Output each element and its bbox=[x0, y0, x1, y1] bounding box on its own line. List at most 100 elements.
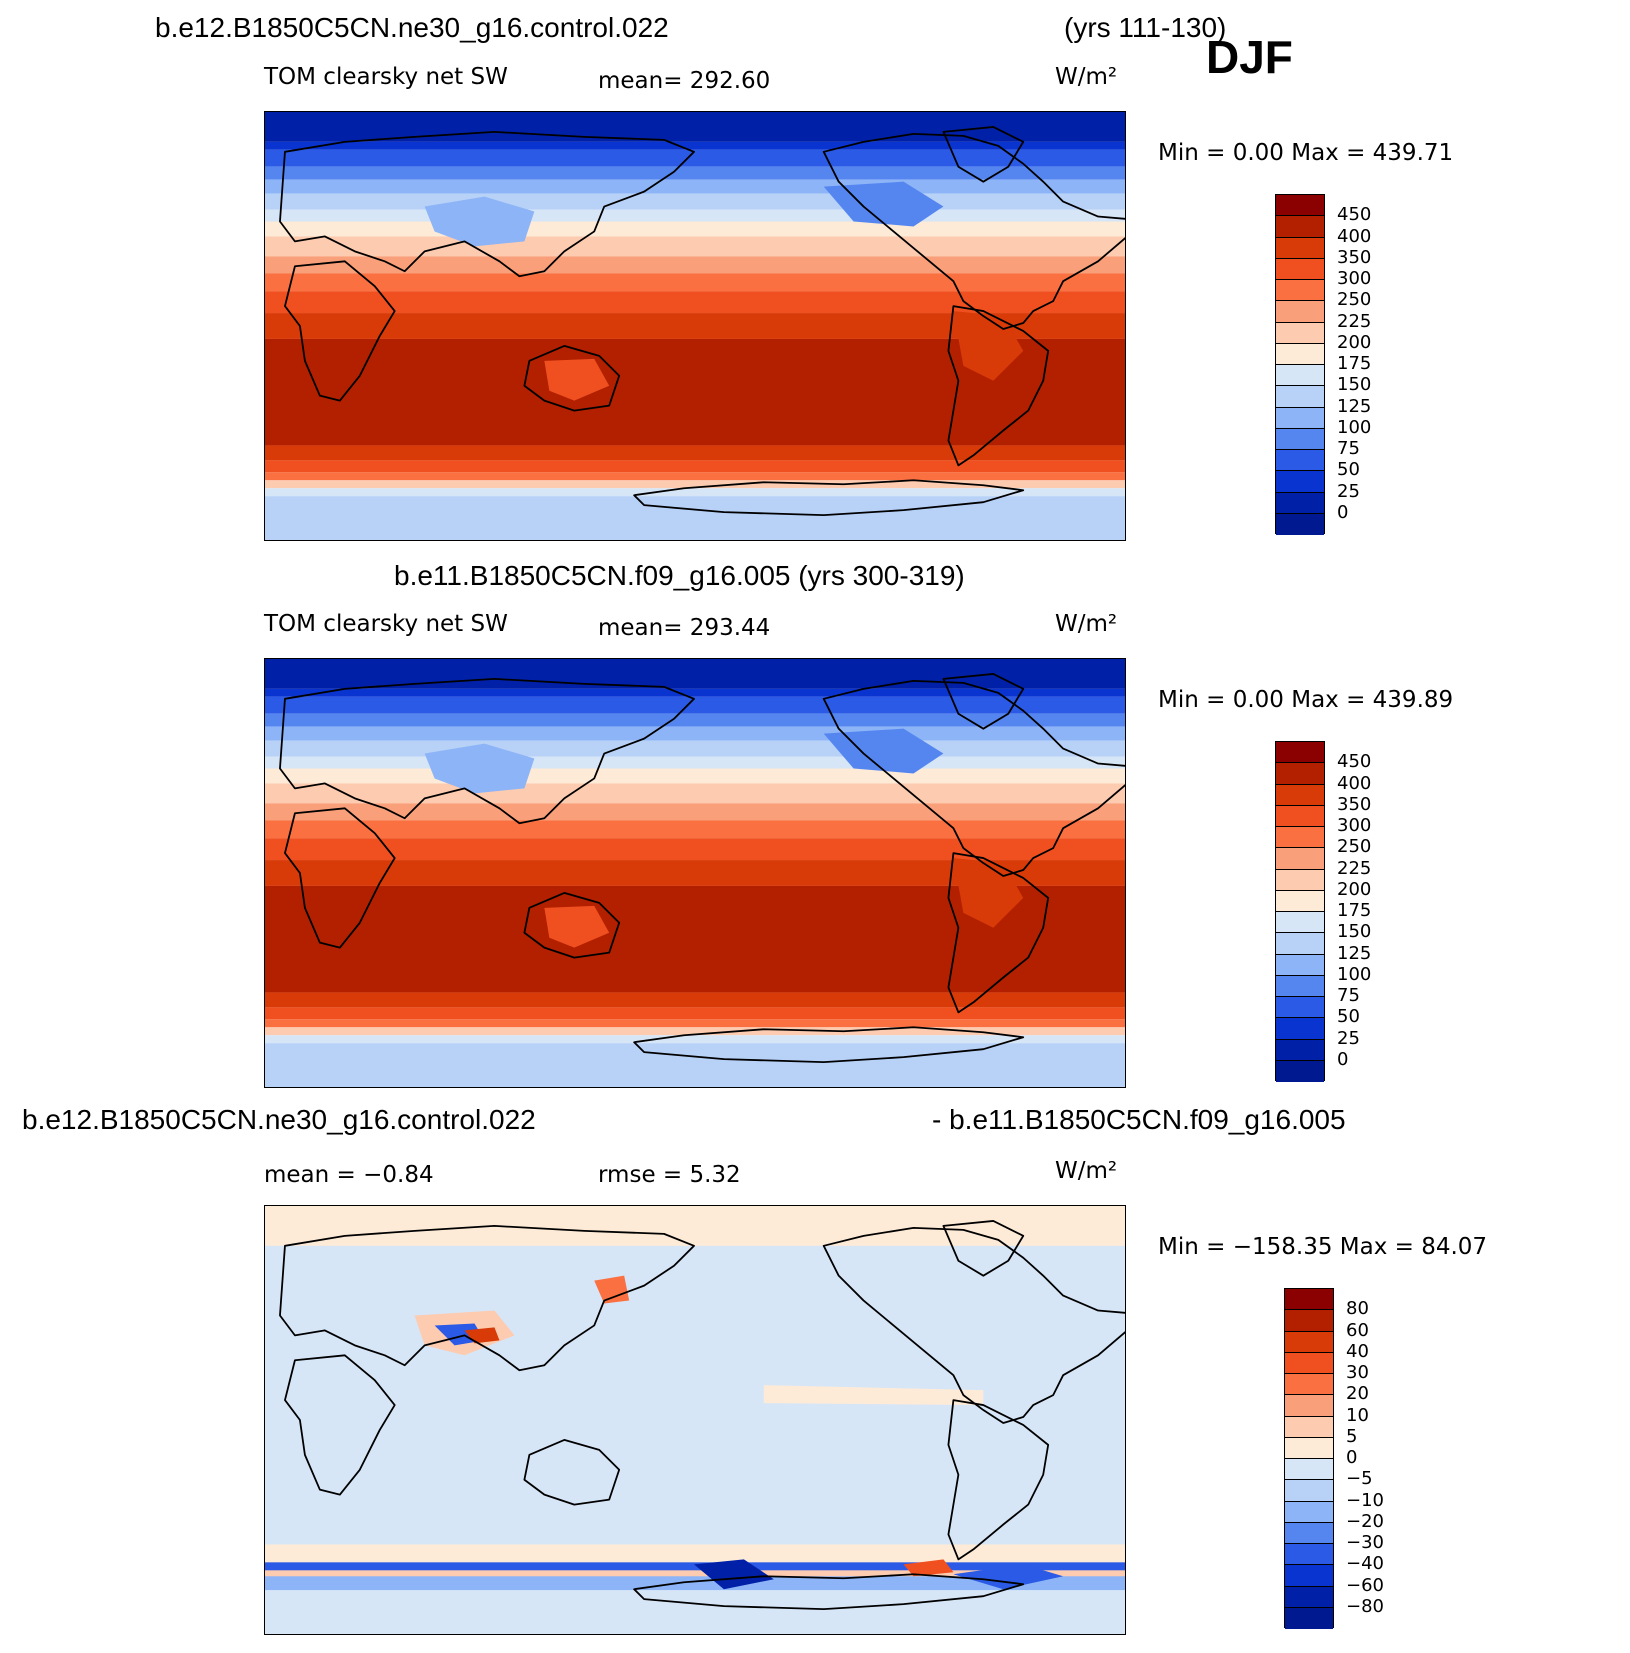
colorbar-swatch bbox=[1276, 237, 1324, 259]
colorbar-tick-label: 250 bbox=[1337, 289, 1372, 311]
field-band bbox=[265, 166, 1125, 180]
coastline bbox=[947, 852, 1050, 1014]
field-band bbox=[265, 1544, 1125, 1565]
land-anomaly-patch bbox=[424, 196, 535, 247]
colorbar-tick-label: −80 bbox=[1346, 1595, 1384, 1617]
colorbar-swatch bbox=[1276, 912, 1324, 934]
field-band bbox=[265, 740, 1125, 757]
colorbar-tick-label: 30 bbox=[1346, 1362, 1369, 1383]
colorbar-swatch bbox=[1276, 784, 1324, 806]
panel1-map bbox=[264, 111, 1126, 541]
coastline bbox=[942, 673, 1025, 730]
colorbar-swatch bbox=[1285, 1565, 1333, 1587]
panel1-mean: mean= 292.60 bbox=[598, 68, 771, 94]
colorbar-tick-label: −30 bbox=[1346, 1532, 1384, 1553]
colorbar-tick-label: 10 bbox=[1346, 1404, 1369, 1426]
season-label: DJF bbox=[1206, 31, 1293, 83]
field-band bbox=[265, 1570, 1125, 1579]
panel3-case-title-left: b.e12.B1850C5CN.ne30_g16.control.022 bbox=[22, 1104, 536, 1135]
colorbar-tick-label: 50 bbox=[1337, 459, 1360, 481]
colorbar-swatch bbox=[1285, 1437, 1333, 1459]
colorbar-swatch bbox=[1276, 975, 1324, 997]
colorbar-tick-label: 200 bbox=[1337, 331, 1372, 353]
field-band bbox=[265, 209, 1125, 222]
colorbar-tick-label: −20 bbox=[1346, 1510, 1384, 1532]
colorbar-swatch bbox=[1276, 322, 1324, 344]
panel2-case-title: b.e11.B1850C5CN.f09_g16.005 (yrs 300-319… bbox=[394, 560, 965, 591]
field-band bbox=[265, 141, 1125, 150]
field-band bbox=[265, 1590, 1125, 1634]
land-anomaly-patch bbox=[823, 728, 944, 774]
panel2-units: W/m² bbox=[1055, 611, 1118, 637]
field-band bbox=[265, 112, 1125, 142]
colorbar-swatch bbox=[1276, 933, 1324, 955]
field-band bbox=[265, 659, 1125, 689]
field-band bbox=[265, 1019, 1125, 1028]
panel3-map bbox=[264, 1205, 1126, 1635]
colorbar-swatch bbox=[1285, 1586, 1333, 1608]
colorbar-swatch bbox=[1285, 1374, 1333, 1396]
colorbar-swatch bbox=[1276, 386, 1324, 408]
colorbar-swatch bbox=[1276, 280, 1324, 302]
field-patch bbox=[903, 1559, 954, 1577]
colorbar-tick-label: −60 bbox=[1346, 1574, 1384, 1596]
colorbar-tick-label: 100 bbox=[1337, 416, 1372, 438]
colorbar-tick-label: 225 bbox=[1337, 310, 1372, 332]
panel1-units: W/m² bbox=[1055, 64, 1118, 90]
colorbar-tick-label: 50 bbox=[1337, 1006, 1360, 1028]
colorbar-tick-label: 0 bbox=[1346, 1447, 1358, 1468]
field-band bbox=[265, 472, 1125, 481]
land-anomaly-patch bbox=[594, 1275, 630, 1304]
colorbar-tick-label: 125 bbox=[1337, 395, 1372, 417]
panel2-minmax: Min = 0.00 Max = 439.89 bbox=[1158, 687, 1454, 713]
colorbar-tick-label: 60 bbox=[1346, 1319, 1369, 1341]
colorbar-swatch bbox=[1285, 1331, 1333, 1353]
coastline bbox=[947, 1399, 1050, 1561]
colorbar-swatch bbox=[1276, 848, 1324, 870]
colorbar-swatch bbox=[1276, 997, 1324, 1019]
land-anomaly-patch bbox=[424, 743, 535, 794]
colorbar-tick-label: 75 bbox=[1337, 438, 1360, 459]
coastline bbox=[284, 260, 396, 402]
coastline bbox=[279, 678, 695, 825]
colorbar-swatch bbox=[1285, 1395, 1333, 1417]
coastline bbox=[633, 1573, 1025, 1611]
field-band bbox=[265, 193, 1125, 210]
panel1-case-title: b.e12.B1850C5CN.ne30_g16.control.022 bbox=[155, 12, 669, 43]
colorbar-tick-label: −10 bbox=[1346, 1489, 1384, 1511]
colorbar-swatch bbox=[1276, 827, 1324, 849]
land-anomaly-patch bbox=[544, 905, 610, 948]
coastline bbox=[523, 1439, 621, 1506]
field-patch bbox=[953, 1564, 1064, 1590]
colorbar-swatch bbox=[1276, 492, 1324, 514]
colorbar-swatch bbox=[1276, 471, 1324, 493]
colorbar-tick-label: 100 bbox=[1337, 963, 1372, 985]
colorbar-tick-label: 0 bbox=[1337, 501, 1349, 523]
colorbar-swatch bbox=[1276, 216, 1324, 238]
coastline bbox=[523, 892, 621, 959]
colorbar-tick-label: 150 bbox=[1337, 921, 1372, 943]
field-band bbox=[265, 256, 1125, 274]
colorbar-tick-label: 75 bbox=[1337, 985, 1360, 1006]
field-band bbox=[265, 713, 1125, 727]
field-band bbox=[265, 236, 1125, 257]
panel3-map-field bbox=[265, 1206, 1125, 1634]
coastline bbox=[279, 131, 695, 278]
colorbar-swatch bbox=[1276, 428, 1324, 450]
colorbar-tick-label: 175 bbox=[1337, 900, 1372, 921]
colorbar-swatch bbox=[1276, 513, 1324, 535]
field-band bbox=[265, 460, 1125, 473]
field-band bbox=[265, 1035, 1125, 1044]
field-band bbox=[265, 1562, 1125, 1575]
colorbar-tick-label: 400 bbox=[1337, 225, 1372, 247]
colorbar-swatch bbox=[1276, 195, 1324, 217]
colorbar-swatch bbox=[1276, 890, 1324, 912]
coastline bbox=[279, 1225, 695, 1372]
colorbar-tick-label: 350 bbox=[1337, 793, 1372, 815]
land-anomaly-patch bbox=[544, 358, 610, 401]
coastline bbox=[633, 1026, 1025, 1064]
colorbar-tick-label: 20 bbox=[1346, 1383, 1369, 1405]
land-anomaly-patch bbox=[823, 181, 944, 227]
field-band bbox=[265, 756, 1125, 769]
colorbar-swatch bbox=[1285, 1459, 1333, 1481]
